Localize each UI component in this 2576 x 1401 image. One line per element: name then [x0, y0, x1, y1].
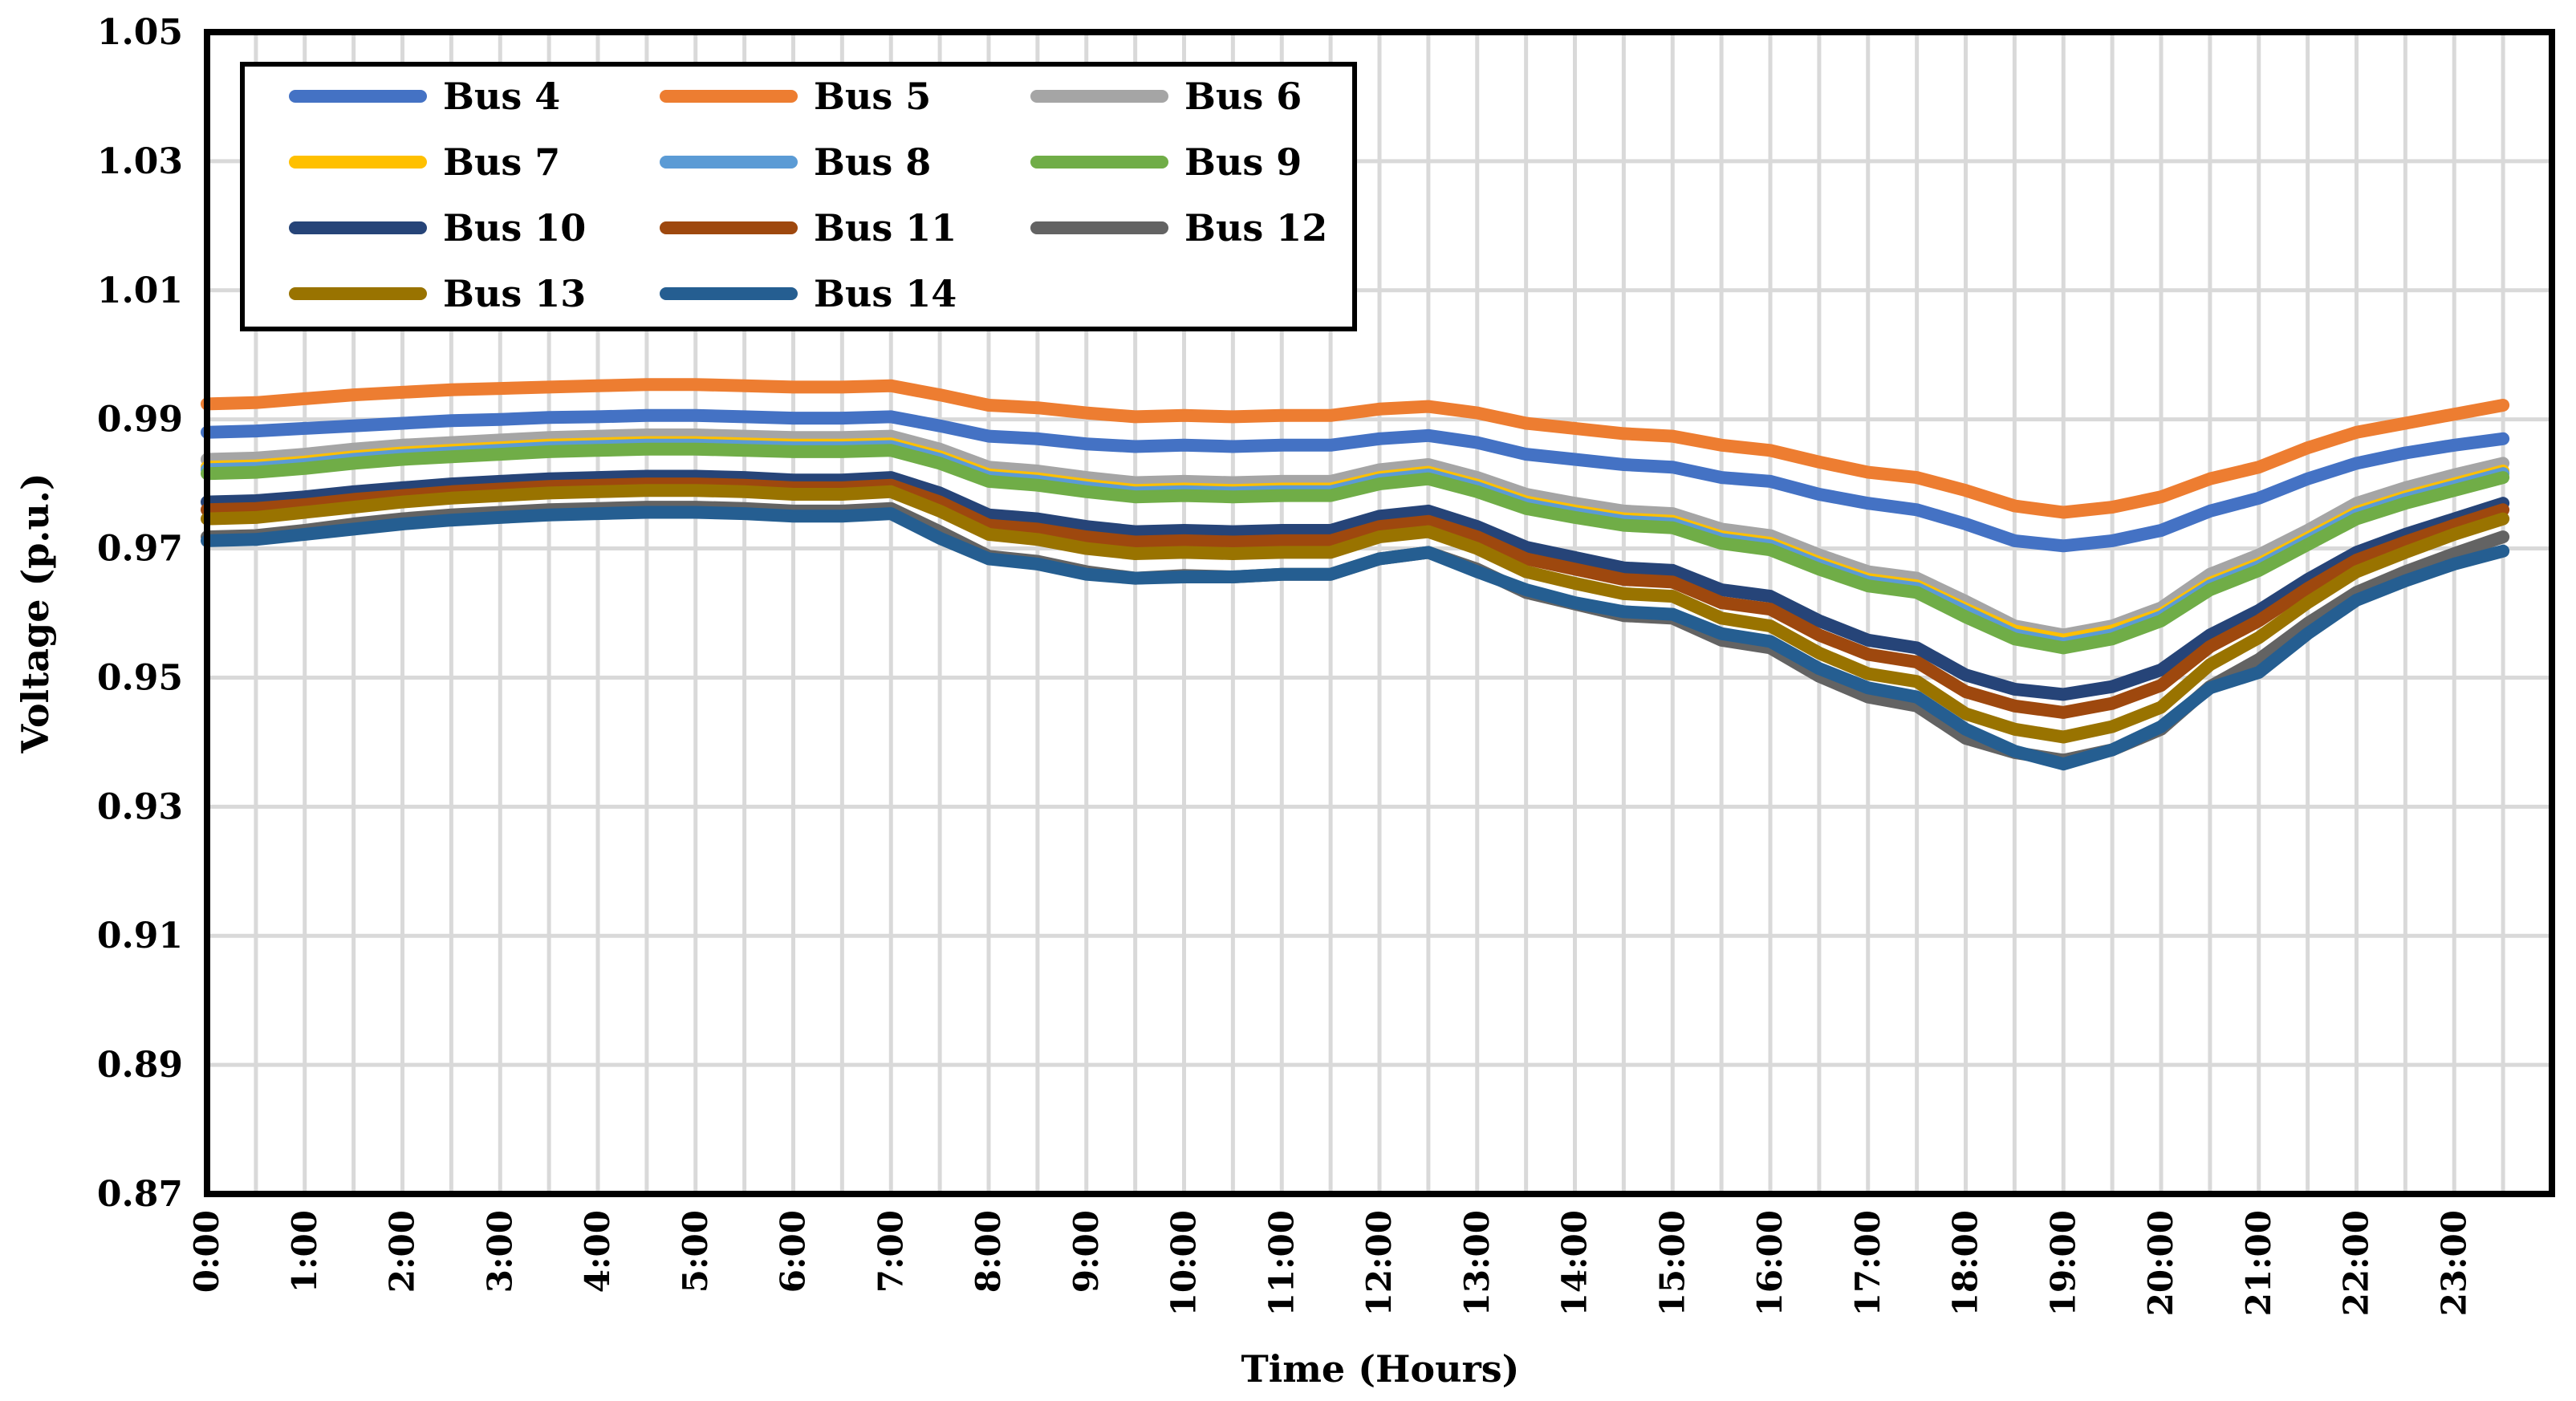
x-tick-label: 6:00	[774, 1210, 813, 1293]
x-tick-label: 21:00	[2239, 1210, 2278, 1316]
y-tick-label: 1.05	[97, 12, 183, 53]
x-tick-label: 1:00	[285, 1210, 324, 1293]
legend-label: Bus 10	[443, 206, 586, 250]
legend-items: Bus 4 Bus 5 Bus 6 Bus 7 Bus 8 Bus 9 Bus 10 Bus …	[289, 75, 1327, 315]
x-tick-label: 2:00	[383, 1210, 422, 1293]
y-tick-label: 0.91	[97, 916, 183, 956]
x-tick-label: 15:00	[1652, 1210, 1692, 1316]
series-lines	[201, 378, 2510, 771]
x-tick-label: 11:00	[1262, 1210, 1301, 1316]
legend-box	[240, 62, 1357, 331]
legend-label: Bus 8	[814, 140, 931, 184]
x-tick-label: 3:00	[480, 1210, 519, 1293]
x-tick-label: 23:00	[2434, 1210, 2473, 1316]
x-axis-title: Time (Hours)	[1241, 1347, 1520, 1391]
legend-label: Bus 4	[443, 75, 560, 118]
x-tick-label: 14:00	[1555, 1210, 1595, 1316]
x-tick-label: 8:00	[969, 1210, 1008, 1293]
series-line	[201, 484, 2510, 744]
legend-label: Bus 14	[814, 272, 957, 315]
series-line	[201, 442, 2510, 655]
legend-label: Bus 12	[1184, 206, 1327, 250]
y-tick-label: 1.03	[97, 141, 183, 182]
legend-label: Bus 13	[443, 272, 586, 315]
series-line	[201, 469, 2510, 701]
x-tick-label: 0:00	[187, 1210, 226, 1293]
y-tick-label: 1.01	[97, 270, 183, 311]
y-axis-title: Voltage (p.u.)	[14, 473, 57, 753]
series-line	[201, 506, 2510, 771]
series-line	[201, 477, 2510, 719]
legend-label: Bus 6	[1184, 75, 1302, 118]
x-tick-label: 9:00	[1067, 1210, 1106, 1293]
x-tick-label: 16:00	[1750, 1210, 1790, 1316]
y-tick-label: 0.95	[97, 657, 183, 698]
y-tick-label: 0.93	[97, 786, 183, 827]
legend-label: Bus 7	[443, 140, 560, 184]
legend-label: Bus 11	[814, 206, 957, 250]
x-tick-label: 7:00	[871, 1210, 910, 1293]
plot-area-border	[204, 29, 2555, 1197]
legend-label: Bus 5	[814, 75, 931, 118]
y-axis-ticks: 1.05 1.03 1.01 0.99 0.97 0.95 0.93 0.91 0.89 0.87	[97, 12, 183, 1215]
x-tick-label: 12:00	[1359, 1210, 1399, 1316]
legend-label: Bus 9	[1184, 140, 1302, 184]
x-axis-ticks: 0:00 1:00 2:00 3:00 4:00 5:00 6:00 7:00 8:00 9:00…	[187, 1210, 2473, 1316]
x-tick-label: 20:00	[2141, 1210, 2180, 1316]
x-tick-label: 5:00	[676, 1210, 715, 1293]
y-tick-label: 0.89	[97, 1045, 183, 1086]
y-tick-label: 0.97	[97, 529, 183, 570]
x-tick-label: 22:00	[2337, 1210, 2376, 1316]
x-tick-label: 17:00	[1848, 1210, 1887, 1316]
x-tick-label: 13:00	[1457, 1210, 1497, 1316]
x-tick-label: 19:00	[2043, 1210, 2082, 1316]
series-line	[201, 408, 2510, 553]
series-line	[201, 378, 2510, 519]
x-tick-label: 4:00	[578, 1210, 617, 1293]
legend: Bus 4 Bus 5 Bus 6 Bus 7 Bus 8 Bus 9 Bus 10 Bus …	[240, 62, 1357, 331]
x-tick-label: 18:00	[1946, 1210, 1985, 1316]
y-tick-label: 0.99	[97, 400, 183, 441]
x-tick-label: 10:00	[1164, 1210, 1204, 1316]
y-tick-label: 0.87	[97, 1174, 183, 1215]
